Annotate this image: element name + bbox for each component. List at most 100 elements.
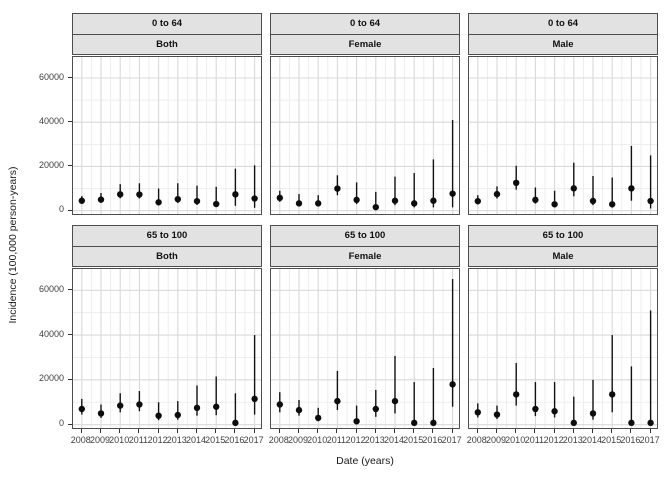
x-tick-label: 2017 [441,435,462,445]
y-tick-mark [68,165,72,167]
x-tick-label: 2009 [287,435,309,445]
x-tick-mark [496,429,497,433]
data-point [628,185,635,192]
x-tick-mark [119,429,121,433]
x-tick-label: 2016 [620,435,641,445]
data-point [334,397,341,405]
data-point [493,411,501,418]
x-tick-label: 2013 [166,435,187,445]
data-point [232,419,239,427]
data-point [474,409,481,416]
x-tick-label: 2008 [70,435,91,445]
data-point [372,203,379,211]
data-point [449,381,456,388]
x-tick-label: 2013 [364,435,385,445]
x-tick-mark [649,429,651,433]
data-point [193,197,201,205]
y-tick-label: 60000 [38,71,64,82]
x-tick-label: 2017 [243,435,264,445]
x-tick-mark [553,429,555,433]
data-point [589,197,597,205]
y-tick-mark [68,121,72,123]
y-tick-label: 60000 [38,283,64,294]
y-axis-title: Incidence (100,000 person-years) [7,166,19,324]
panel-plot-area [469,269,657,428]
y-tick-mark [68,423,72,425]
facet-strip-sex: Male [468,33,658,55]
x-tick-mark [138,429,140,433]
data-point [155,412,162,419]
panel-plot-area [73,269,261,428]
x-tick-label: 2008 [268,435,289,445]
x-axis-title: Date (years) [336,455,394,467]
data-point [570,419,577,427]
y-tick-label: 0 [58,204,64,215]
data-point [430,197,437,204]
data-point [334,185,341,192]
x-tick-mark [572,429,574,433]
data-point [295,200,303,207]
x-tick-label: 2011 [326,435,347,445]
data-point [276,401,283,408]
x-tick-label: 2014 [383,435,405,445]
facet-strip-sex: Male [468,245,658,267]
y-tick-label: 40000 [38,328,64,339]
x-tick-label: 2010 [505,435,526,445]
data-point [97,410,105,417]
data-point [276,194,283,202]
x-tick-mark [278,429,280,433]
data-point [251,195,258,202]
x-tick-mark [80,429,82,433]
y-tick-label: 40000 [38,115,64,126]
x-tick-label: 2017 [639,435,660,445]
x-tick-mark [592,429,593,433]
y-tick-mark [68,209,72,211]
facet-strip-age: 65 to 100 [468,225,658,247]
data-point [213,403,220,410]
data-point [513,179,520,187]
data-point [174,411,181,419]
x-tick-label: 2010 [109,435,130,445]
x-tick-mark [451,429,453,433]
data-point [136,191,143,198]
data-point [78,197,85,204]
data-point [609,201,616,208]
x-tick-mark [394,429,395,433]
data-point [628,419,635,427]
x-tick-label: 2014 [185,435,207,445]
x-tick-mark [355,429,357,433]
x-tick-mark [100,429,101,433]
facet-panel-0-0 [72,56,262,215]
y-tick-label: 20000 [38,373,64,384]
x-tick-label: 2009 [485,435,507,445]
y-tick-label: 0 [58,418,64,429]
data-point [353,196,360,204]
facet-panel-1-1 [270,268,460,429]
x-tick-label: 2009 [89,435,111,445]
data-point [251,395,258,403]
data-point [136,401,143,408]
data-point [570,185,577,192]
x-tick-mark [317,429,319,433]
data-point [449,190,456,197]
x-tick-label: 2012 [543,435,564,445]
data-point [117,402,124,409]
x-tick-mark [253,429,255,433]
x-tick-label: 2010 [307,435,328,445]
data-point [551,201,558,208]
x-tick-label: 2008 [466,435,487,445]
x-tick-label: 2014 [581,435,603,445]
facet-panel-0-2 [468,56,658,215]
x-tick-mark [534,429,536,433]
data-point [532,405,539,413]
panel-plot-area [271,57,459,214]
y-tick-mark [68,77,72,78]
data-point [372,405,379,413]
data-point [493,190,501,198]
y-tick-label: 20000 [38,159,64,170]
data-point [232,191,239,198]
facet-strip-age: 65 to 100 [270,225,460,247]
data-point [174,195,181,203]
x-tick-label: 2015 [601,435,622,445]
x-tick-mark [196,429,197,433]
